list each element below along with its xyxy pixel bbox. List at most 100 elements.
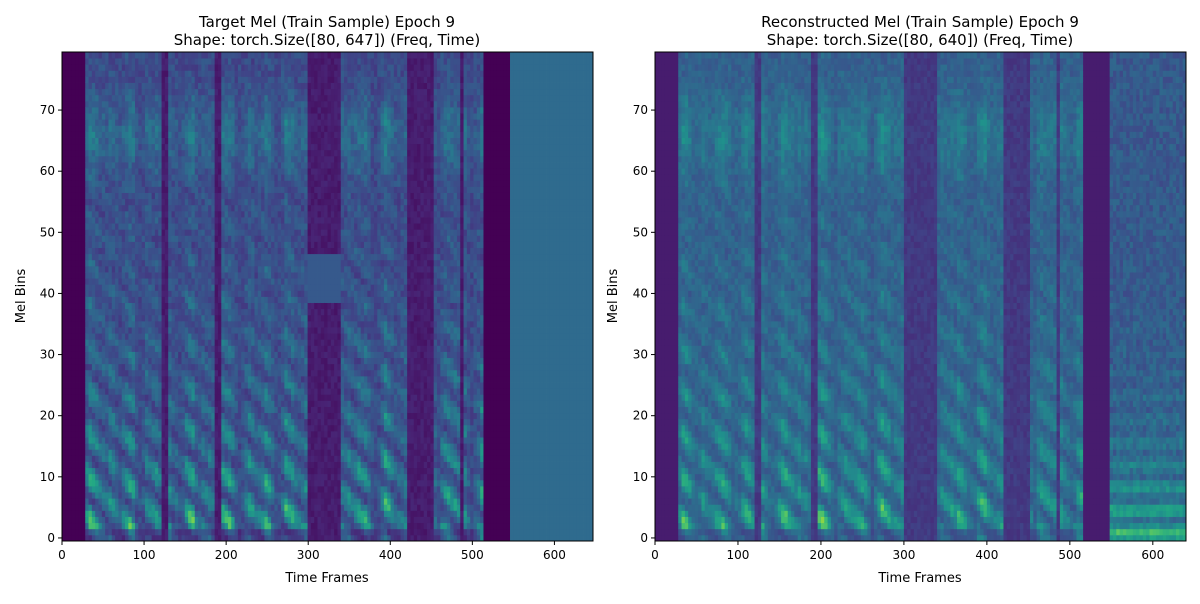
heatmap-cell (201, 204, 206, 212)
heatmap-cell (158, 88, 162, 96)
heatmap-cell (191, 223, 196, 230)
heatmap-cell (221, 204, 226, 212)
heatmap-cell (148, 131, 153, 138)
heatmap-cell (91, 284, 96, 291)
heatmap-cell (125, 70, 129, 77)
heatmap-cell (188, 290, 192, 297)
heatmap-cell (128, 64, 133, 71)
heatmap-cell (78, 394, 83, 401)
heatmap-cell (251, 351, 255, 359)
heatmap-cell (244, 131, 249, 138)
heatmap-cell (217, 498, 222, 505)
heatmap-cell (144, 259, 149, 267)
heatmap-cell (184, 204, 189, 212)
heatmap-cell (65, 64, 70, 71)
heatmap-cell (254, 100, 259, 108)
heatmap-cell (144, 155, 149, 163)
heatmap-cell (244, 375, 249, 383)
heatmap-cell (128, 88, 133, 96)
heatmap-cell (251, 473, 255, 481)
heatmap-cell (198, 308, 202, 316)
heatmap-cell (211, 394, 216, 401)
heatmap-cell (257, 308, 262, 316)
heatmap-cell (98, 467, 103, 475)
heatmap-cell (68, 455, 73, 462)
heatmap-cell (254, 247, 259, 255)
heatmap-cell (247, 394, 252, 401)
heatmap-cell (68, 52, 73, 59)
heatmap-cell (224, 253, 229, 261)
heatmap-cell (115, 204, 119, 212)
heatmap-cell (65, 247, 70, 255)
heatmap-cell (98, 308, 103, 316)
heatmap-cell (251, 394, 255, 401)
heatmap-cell (241, 516, 245, 524)
heatmap-cell (224, 58, 229, 65)
heatmap-cell (261, 504, 265, 511)
heatmap-cell (227, 357, 232, 365)
heatmap-cell (158, 210, 162, 218)
heatmap-cell (98, 479, 103, 487)
heatmap-cell (121, 528, 126, 536)
heatmap-cell (141, 345, 146, 352)
heatmap-cell (118, 143, 123, 151)
heatmap-cell (81, 229, 86, 236)
heatmap-cell (128, 522, 133, 530)
heatmap-cell (188, 210, 192, 218)
heatmap-cell (211, 443, 216, 450)
heatmap-cell (115, 437, 119, 444)
heatmap-cell (88, 272, 93, 279)
heatmap-cell (62, 70, 66, 77)
heatmap-cell (105, 394, 109, 401)
heatmap-cell (234, 64, 239, 71)
heatmap-cell (191, 485, 196, 493)
heatmap-cell (164, 406, 169, 414)
heatmap-cell (244, 52, 249, 59)
heatmap-cell (164, 412, 169, 420)
heatmap-cell (231, 522, 235, 530)
heatmap-cell (121, 210, 126, 218)
heatmap-cell (154, 320, 159, 328)
heatmap-cell (231, 265, 235, 273)
heatmap-cell (188, 351, 192, 359)
heatmap-cell (125, 382, 129, 389)
heatmap-cell (121, 278, 126, 285)
heatmap-cell (214, 143, 219, 151)
heatmap-cell (198, 149, 202, 157)
heatmap-cell (68, 70, 73, 77)
heatmap-cell (251, 58, 255, 65)
heatmap-cell (88, 198, 93, 206)
heatmap-cell (131, 437, 136, 444)
heatmap-cell (237, 113, 242, 120)
heatmap-cell (254, 479, 259, 487)
heatmap-cell (158, 424, 162, 432)
heatmap-cell (204, 284, 209, 291)
heatmap-cell (75, 510, 79, 517)
heatmap-cell (221, 125, 226, 132)
heatmap-cell (231, 192, 235, 200)
heatmap-cell (115, 522, 119, 530)
heatmap-cell (241, 290, 245, 297)
heatmap-cell (171, 382, 176, 389)
heatmap-cell (171, 516, 176, 524)
heatmap-cell (241, 369, 245, 377)
heatmap-cell (237, 149, 242, 157)
heatmap-cell (171, 345, 176, 352)
heatmap-cell (164, 247, 169, 255)
heatmap-cell (62, 449, 66, 456)
heatmap-cell (141, 314, 146, 322)
heatmap-cell (65, 339, 70, 346)
heatmap-cell (237, 406, 242, 414)
heatmap-cell (68, 155, 73, 163)
heatmap-cell (237, 272, 242, 279)
heatmap-cell (78, 485, 83, 493)
heatmap-cell (194, 204, 199, 212)
heatmap-cell (131, 498, 136, 505)
heatmap-cell (257, 259, 262, 267)
heatmap-cell (221, 473, 226, 481)
heatmap-cell (217, 467, 222, 475)
heatmap-cell (254, 180, 259, 187)
heatmap-cell (91, 394, 96, 401)
heatmap-cell (257, 168, 262, 175)
heatmap-cell (208, 168, 212, 175)
